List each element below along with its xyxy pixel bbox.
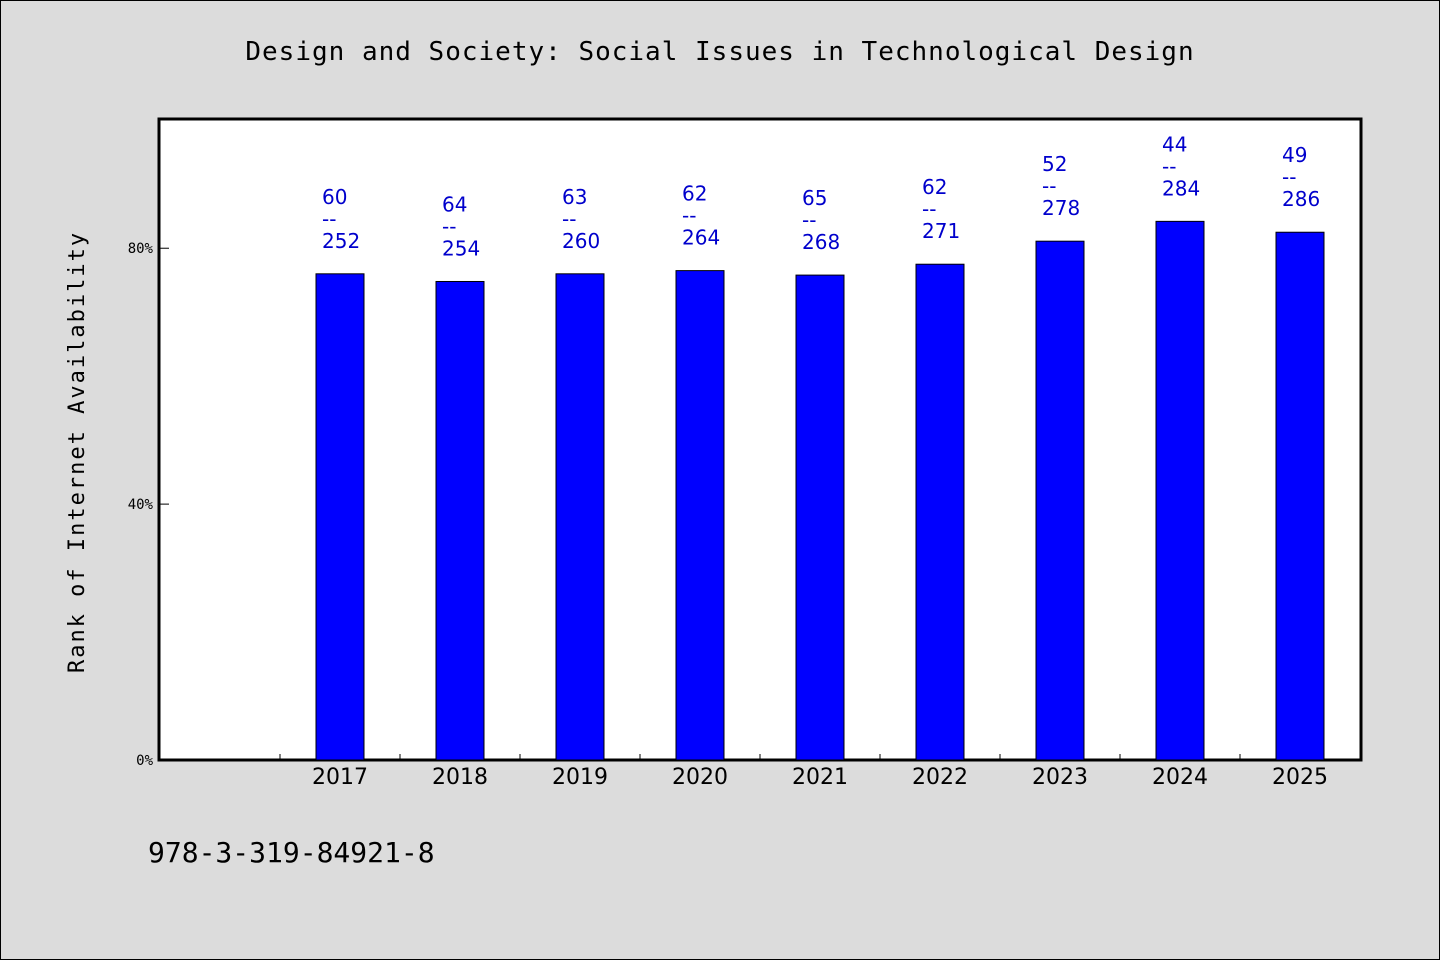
data-label: -- — [562, 207, 576, 231]
data-label: 264 — [682, 226, 720, 250]
data-label: -- — [442, 214, 456, 238]
y-tick-label: 80% — [128, 241, 154, 257]
bar — [315, 273, 365, 761]
data-label: -- — [1042, 174, 1056, 198]
data-label: -- — [922, 197, 936, 221]
bar — [795, 274, 845, 761]
x-tick-label: 2021 — [792, 765, 848, 790]
bar — [915, 263, 965, 761]
bar — [555, 273, 605, 761]
x-tick-label: 2018 — [432, 765, 488, 790]
data-label: 284 — [1162, 176, 1200, 200]
data-label: 63 — [562, 185, 587, 209]
data-label: 268 — [802, 230, 840, 254]
data-label: 64 — [442, 192, 467, 216]
x-tick-label: 2024 — [1152, 765, 1208, 790]
data-label: 62 — [922, 175, 947, 199]
bars — [315, 220, 1325, 761]
x-tick-label: 2020 — [672, 765, 728, 790]
chart-title: Design and Society: Social Issues in Tec… — [245, 37, 1194, 67]
data-label: -- — [322, 207, 336, 231]
data-label: 278 — [1042, 196, 1080, 220]
data-label: 252 — [322, 229, 360, 253]
x-tick-label: 2022 — [912, 765, 968, 790]
data-label: 254 — [442, 236, 480, 260]
bar — [1275, 231, 1325, 761]
data-label: 60 — [322, 185, 347, 209]
data-label: -- — [1282, 165, 1296, 189]
y-tick-label: 0% — [136, 753, 153, 769]
data-label: 62 — [682, 182, 707, 206]
data-label: 52 — [1042, 152, 1067, 176]
data-label: -- — [1162, 154, 1176, 178]
x-axis-labels: 2017 2018 2019 2020 2021 2022 2023 2024 2025 — [312, 765, 1328, 790]
data-label: 44 — [1162, 132, 1187, 156]
bar — [1155, 220, 1205, 761]
footnote-isbn: 978-3-319-84921-8 — [148, 836, 435, 869]
data-label: 271 — [922, 219, 960, 243]
data-labels: 60--25264--25463--26062--26465--26862--2… — [322, 132, 1320, 260]
x-tick-label: 2023 — [1032, 765, 1088, 790]
data-label: -- — [682, 204, 696, 228]
data-label: 49 — [1282, 143, 1307, 167]
x-tick-label: 2019 — [552, 765, 608, 790]
data-label: -- — [802, 208, 816, 232]
y-tick-label: 40% — [128, 497, 154, 513]
x-axis-ticks — [279, 754, 1361, 760]
data-label: 65 — [802, 186, 827, 210]
bar — [435, 280, 485, 761]
data-label: 286 — [1282, 187, 1320, 211]
y-axis-ticks: 0% 40% 80% — [128, 241, 169, 769]
bar — [675, 270, 725, 761]
data-label: 260 — [562, 229, 600, 253]
bar — [1035, 240, 1085, 761]
y-axis-label: Rank of Internet Availability — [65, 231, 90, 673]
x-tick-label: 2017 — [312, 765, 368, 790]
x-tick-label: 2025 — [1272, 765, 1328, 790]
